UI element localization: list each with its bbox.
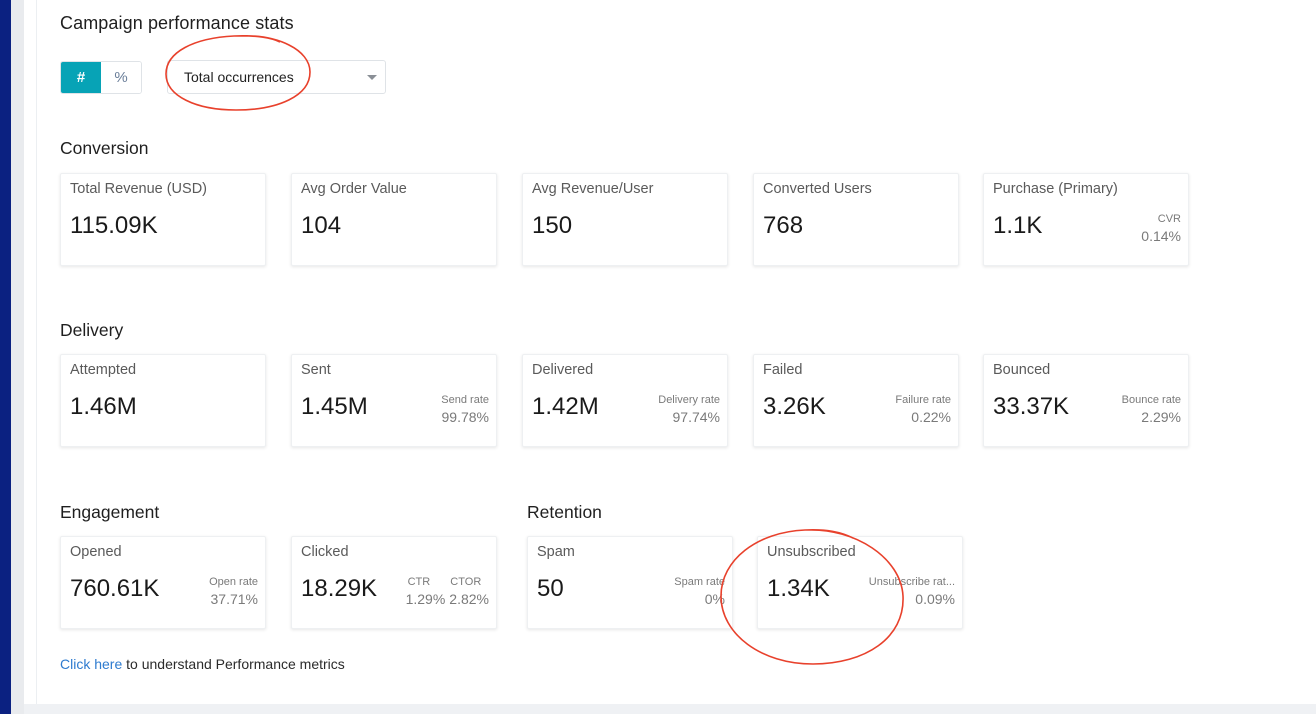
stat-rate-pair: CTR 1.29% CTOR 2.82% xyxy=(406,575,489,609)
stat-value: 760.61K xyxy=(70,575,160,602)
percent-icon: % xyxy=(114,69,128,86)
metric-type-select-value: Total occurrences xyxy=(184,69,294,85)
rate-value: 1.29% xyxy=(405,591,446,607)
stat-label: Clicked xyxy=(301,544,349,560)
stat-value: 3.26K xyxy=(763,393,826,420)
rate-value: 99.78% xyxy=(441,409,489,425)
ctr-column: CTR 1.29% xyxy=(406,575,446,609)
performance-metrics-note: Click here to understand Performance met… xyxy=(60,656,345,672)
left-nav-rail xyxy=(0,0,11,714)
performance-metrics-link[interactable]: Click here xyxy=(60,656,123,672)
stat-rate: Bounce rate 2.29% xyxy=(1122,393,1181,427)
section-title-engagement: Engagement xyxy=(60,502,160,522)
rate-label: CTOR xyxy=(450,576,482,588)
stat-value: 104 xyxy=(301,212,342,239)
stat-value: 1.1K xyxy=(993,212,1043,239)
rate-label: Spam rate xyxy=(674,576,725,588)
stat-label: Failed xyxy=(763,362,803,378)
stat-card-opened: Opened 760.61K Open rate 37.71% xyxy=(60,536,266,629)
stat-label: Sent xyxy=(301,362,331,378)
percent-mode-button[interactable]: % xyxy=(101,62,141,93)
stat-card-attempted: Attempted 1.46M xyxy=(60,354,266,447)
rate-label: Delivery rate xyxy=(658,394,720,406)
stat-value: 50 xyxy=(537,575,564,602)
ctor-column: CTOR 2.82% xyxy=(449,575,489,609)
left-gutter xyxy=(11,0,24,714)
stat-label: Attempted xyxy=(70,362,137,378)
display-mode-toggle[interactable]: # % xyxy=(60,61,142,94)
rate-label: Unsubscribe rat... xyxy=(868,576,955,588)
rate-label: Send rate xyxy=(441,394,489,406)
stat-card-failed: Failed 3.26K Failure rate 0.22% xyxy=(753,354,959,447)
stat-rate: Failure rate 0.22% xyxy=(895,393,951,427)
stat-card-bounced: Bounced 33.37K Bounce rate 2.29% xyxy=(983,354,1189,447)
stat-rate: Delivery rate 97.74% xyxy=(658,393,720,427)
stat-label: Total Revenue (USD) xyxy=(70,181,207,197)
stat-value: 150 xyxy=(532,212,573,239)
stat-value: 1.46M xyxy=(70,393,137,420)
stat-label: Spam xyxy=(537,544,575,560)
stat-rate: CVR 0.14% xyxy=(1141,212,1181,246)
stat-card-avg-order-value: Avg Order Value 104 xyxy=(291,173,497,266)
stat-value: 768 xyxy=(763,212,804,239)
rate-value: 0.09% xyxy=(915,591,955,607)
metric-type-select[interactable]: Total occurrences xyxy=(167,60,386,94)
rate-value: 2.82% xyxy=(449,591,489,607)
stat-value: 1.34K xyxy=(767,575,830,602)
stat-label: Bounced xyxy=(993,362,1051,378)
section-title-conversion: Conversion xyxy=(60,138,149,158)
stat-card-delivered: Delivered 1.42M Delivery rate 97.74% xyxy=(522,354,728,447)
stat-rate: Unsubscribe rat... 0.09% xyxy=(869,575,955,609)
section-title-retention: Retention xyxy=(527,502,602,522)
stat-card-converted-users: Converted Users 768 xyxy=(753,173,959,266)
stat-label: Converted Users xyxy=(763,181,872,197)
stat-value: 33.37K xyxy=(993,393,1070,420)
stat-card-spam: Spam 50 Spam rate 0% xyxy=(527,536,733,629)
stat-rate: Spam rate 0% xyxy=(674,575,725,609)
rate-value: 2.29% xyxy=(1141,409,1181,425)
rate-label: Failure rate xyxy=(895,394,951,406)
stat-card-avg-revenue-user: Avg Revenue/User 150 xyxy=(522,173,728,266)
stat-label: Avg Revenue/User xyxy=(532,181,654,197)
rate-label: CVR xyxy=(1157,213,1181,225)
stat-rate: Open rate 37.71% xyxy=(209,575,258,609)
stat-label: Delivered xyxy=(532,362,594,378)
stat-label: Avg Order Value xyxy=(301,181,407,197)
stat-rate: Send rate 99.78% xyxy=(441,393,489,427)
stat-card-sent: Sent 1.45M Send rate 99.78% xyxy=(291,354,497,447)
stat-label: Opened xyxy=(70,544,122,560)
stat-card-clicked: Clicked 18.29K CTR 1.29% CTOR 2.82% xyxy=(291,536,497,629)
count-mode-button[interactable]: # xyxy=(61,62,101,93)
rate-value: 0.22% xyxy=(911,409,951,425)
stat-card-purchase-primary: Purchase (Primary) 1.1K CVR 0.14% xyxy=(983,173,1189,266)
rate-label: CTR xyxy=(407,576,431,588)
stat-value: 18.29K xyxy=(301,575,378,602)
stat-value: 115.09K xyxy=(70,212,158,239)
section-title-delivery: Delivery xyxy=(60,320,124,340)
stat-label: Unsubscribed xyxy=(767,544,856,560)
rate-label: Open rate xyxy=(209,576,258,588)
stat-label: Purchase (Primary) xyxy=(993,181,1118,197)
content-divider xyxy=(36,0,37,704)
bottom-scroll-area xyxy=(24,704,1316,714)
stat-card-total-revenue: Total Revenue (USD) 115.09K xyxy=(60,173,266,266)
hash-icon: # xyxy=(76,69,86,86)
performance-metrics-text: to understand Performance metrics xyxy=(122,656,345,672)
chevron-down-icon xyxy=(367,75,377,80)
rate-value: 0.14% xyxy=(1141,228,1181,244)
rate-value: 37.71% xyxy=(210,591,258,607)
rate-value: 97.74% xyxy=(672,409,720,425)
stat-value: 1.42M xyxy=(532,393,599,420)
stat-card-unsubscribed: Unsubscribed 1.34K Unsubscribe rat... 0.… xyxy=(757,536,963,629)
rate-label: Bounce rate xyxy=(1121,394,1181,406)
rate-value: 0% xyxy=(704,591,725,607)
stat-value: 1.45M xyxy=(301,393,368,420)
page-title: Campaign performance stats xyxy=(60,13,294,33)
